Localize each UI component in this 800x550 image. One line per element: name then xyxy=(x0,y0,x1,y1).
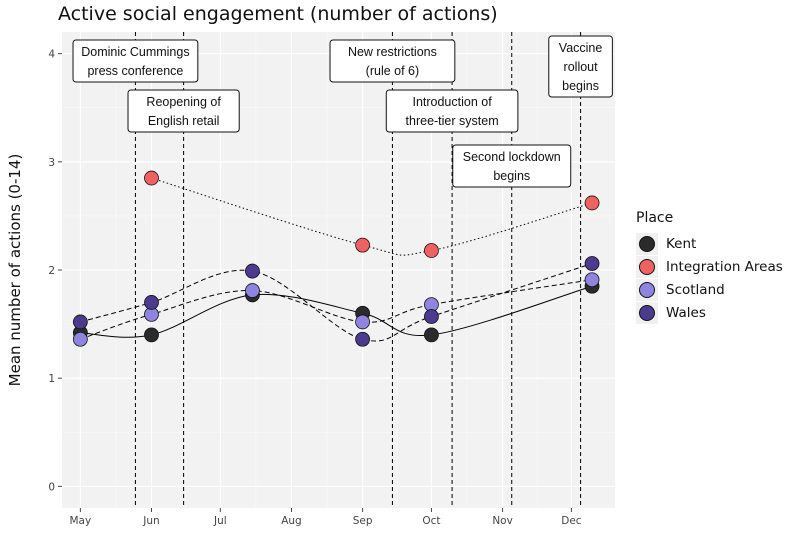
x-tick-label: Jul xyxy=(213,515,227,527)
event-label: Introduction of three-tier system xyxy=(385,89,519,133)
event-label-text: New restrictions xyxy=(348,45,437,59)
legend-title: Place xyxy=(636,210,674,226)
event-labels: Dominic Cummings press conference Reopenin… xyxy=(72,35,613,188)
x-tick-label: May xyxy=(69,515,91,527)
data-point-wales xyxy=(245,263,260,279)
event-label-box xyxy=(329,39,456,83)
legend-key xyxy=(636,301,658,324)
data-point-integration-areas xyxy=(424,243,439,258)
legend-label: Wales xyxy=(666,304,706,321)
event-label-text: begins xyxy=(493,169,530,183)
event-label-text: Vaccine xyxy=(559,41,603,55)
legend-label: Kent xyxy=(666,235,697,252)
event-label-text: Reopening of xyxy=(146,95,221,109)
event-label-box xyxy=(548,35,613,98)
legend-swatch xyxy=(639,258,655,275)
data-point-integration-areas xyxy=(584,195,600,211)
x-tick-label: Oct xyxy=(422,515,440,527)
event-label-box xyxy=(385,89,519,133)
data-point-wales xyxy=(424,309,439,324)
legend-key xyxy=(636,255,658,278)
legend-swatch xyxy=(639,304,655,321)
legend-key xyxy=(636,278,658,301)
series-line-integration-areas xyxy=(151,177,593,256)
legend-label: Integration Areas xyxy=(666,258,783,275)
data-point-scotland xyxy=(584,272,600,288)
event-label-text: Second lockdown xyxy=(463,150,561,164)
legend-items: Kent Integration Areas Scotland Wales xyxy=(636,232,783,324)
y-axis-label: Mean number of actions (0-14) xyxy=(6,154,24,387)
event-label: Dominic Cummings press conference xyxy=(72,39,199,83)
legend: Place Kent Integration Areas Scotland Wales xyxy=(636,210,783,324)
event-label: Second lockdown begins xyxy=(452,144,572,188)
event-label-text: rollout xyxy=(564,60,599,74)
data-point-integration-areas xyxy=(144,170,159,186)
event-label-box xyxy=(452,144,572,188)
event-label-text: begins xyxy=(562,79,599,93)
data-point-wales xyxy=(584,256,600,271)
event-label-text: press conference xyxy=(87,64,183,78)
x-tick-label: Aug xyxy=(281,515,302,527)
event-label-text: Dominic Cummings xyxy=(81,45,189,59)
data-point-scotland xyxy=(355,314,370,330)
event-label-box xyxy=(127,89,240,133)
data-point-integration-areas xyxy=(355,237,370,253)
data-point-wales xyxy=(355,331,370,347)
event-label-text: English retail xyxy=(148,114,220,128)
legend-item-kent: Kent xyxy=(636,232,783,255)
event-label: Vaccine rollout begins xyxy=(548,35,613,98)
legend-swatch xyxy=(639,281,655,298)
event-label: Reopening of English retail xyxy=(127,89,240,133)
data-point-wales xyxy=(144,295,159,310)
event-label-text: three-tier system xyxy=(406,114,499,128)
x-tick-label: Jun xyxy=(142,515,159,527)
legend-item-integration-areas: Integration Areas xyxy=(636,255,783,278)
event-label-box xyxy=(72,39,199,83)
axes: 0 1 2 3 4 May Jun Jul Aug Sep Oct Nov Dec xyxy=(48,49,581,527)
legend-label: Scotland xyxy=(666,281,725,298)
legend-item-wales: Wales xyxy=(636,301,783,324)
legend-item-scotland: Scotland xyxy=(636,278,783,301)
data-point-kent xyxy=(424,327,439,343)
series-points xyxy=(72,170,600,347)
event-label-text: Introduction of xyxy=(412,95,492,109)
x-tick-label: Nov xyxy=(492,515,513,527)
chart-title: Active social engagement (number of acti… xyxy=(58,3,498,25)
y-tick-label: 3 xyxy=(48,157,55,169)
data-point-scotland xyxy=(72,331,88,347)
y-tick-label: 1 xyxy=(48,373,55,385)
event-label: New restrictions (rule of 6) xyxy=(329,39,456,83)
legend-key xyxy=(636,232,658,255)
event-label-text: (rule of 6) xyxy=(366,64,420,78)
y-tick-label: 4 xyxy=(48,49,55,61)
x-tick-label: Dec xyxy=(561,515,582,527)
data-point-wales xyxy=(72,314,88,330)
legend-swatch xyxy=(639,235,655,252)
y-tick-label: 2 xyxy=(48,265,55,277)
x-tick-label: Sep xyxy=(353,515,373,527)
data-point-scotland xyxy=(245,283,260,298)
y-tick-label: 0 xyxy=(48,481,55,493)
data-point-kent xyxy=(144,327,159,343)
